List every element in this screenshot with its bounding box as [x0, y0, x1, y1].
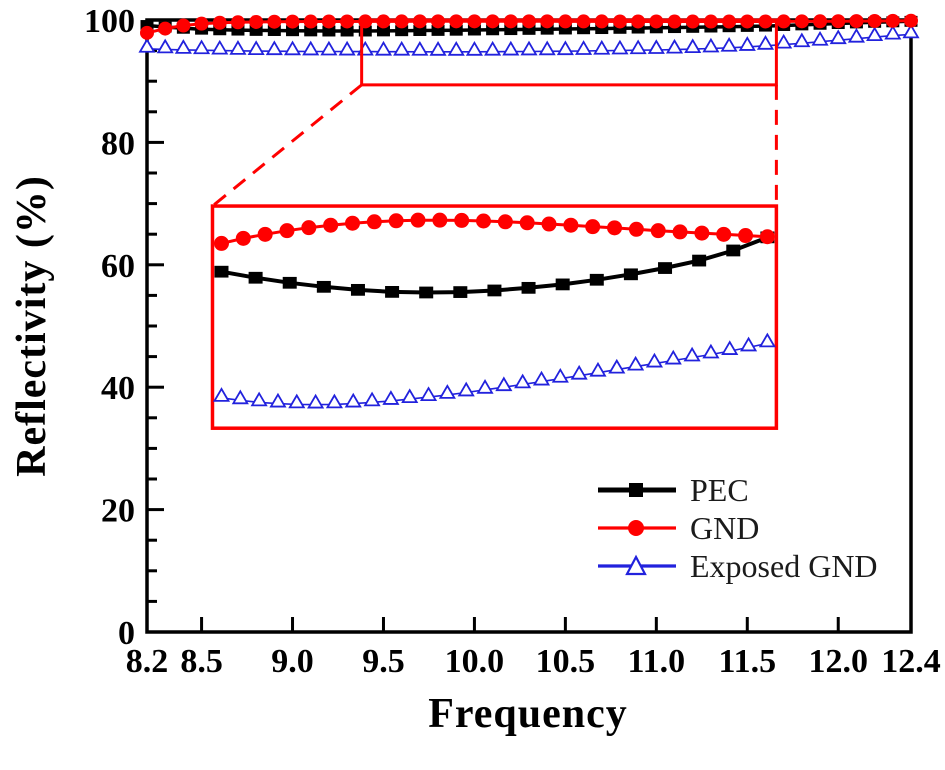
x-tick-label: 8.2 [126, 643, 169, 680]
legend-label-exposed-gnd: Exposed GND [690, 548, 878, 584]
legend-item-pec: PEC [596, 471, 878, 509]
legend-label-pec: PEC [690, 472, 749, 508]
y-tick-label: 60 [101, 248, 135, 285]
x-tick-label: 11.0 [628, 643, 686, 680]
series-exposed-gnd [138, 23, 920, 56]
inset-series-exposed-gnd [212, 332, 776, 409]
legend-item-gnd: GND [596, 509, 878, 547]
y-tick-label: 40 [101, 370, 135, 407]
x-axis-title: Frequency [428, 691, 628, 737]
x-tick-label: 10.0 [445, 643, 505, 680]
legend-label-gnd: GND [690, 510, 760, 546]
x-tick-label: 12.4 [881, 643, 941, 680]
zoom-connector-left [211, 83, 363, 208]
y-axis-ticks: 0 20 40 60 80 100 [84, 3, 164, 652]
y-tick-label: 0 [118, 615, 135, 652]
y-axis-title: Reflectivity (%) [9, 175, 55, 477]
x-tick-label: 10.5 [536, 643, 596, 680]
legend-item-exposed-gnd: Exposed GND [596, 547, 878, 585]
x-tick-label: 11.5 [718, 643, 776, 680]
y-tick-label: 20 [101, 493, 135, 530]
inset-series-gnd [213, 212, 775, 251]
x-tick-label: 9.0 [271, 643, 314, 680]
x-tick-label: 12.0 [808, 643, 868, 680]
inset-border [210, 204, 779, 430]
zoom-region-box [360, 18, 778, 87]
gnd-line-marker-icon [598, 520, 676, 536]
y-tick-label: 100 [84, 3, 135, 40]
series-gnd [140, 13, 918, 40]
x-axis-ticks: 8.2 8.5 9.0 9.5 10.0 10.5 11.0 11.5 12.0 12.4 [126, 617, 941, 680]
legend: PEC GND Exposed GND [596, 471, 878, 585]
x-tick-label: 8.5 [180, 643, 223, 680]
inset-plot [210, 204, 779, 430]
x-tick-label: 9.5 [362, 643, 405, 680]
exposed-gnd-line-marker-icon [598, 554, 676, 576]
y-tick-label: 80 [101, 125, 135, 162]
pec-line-marker-icon [598, 483, 676, 497]
